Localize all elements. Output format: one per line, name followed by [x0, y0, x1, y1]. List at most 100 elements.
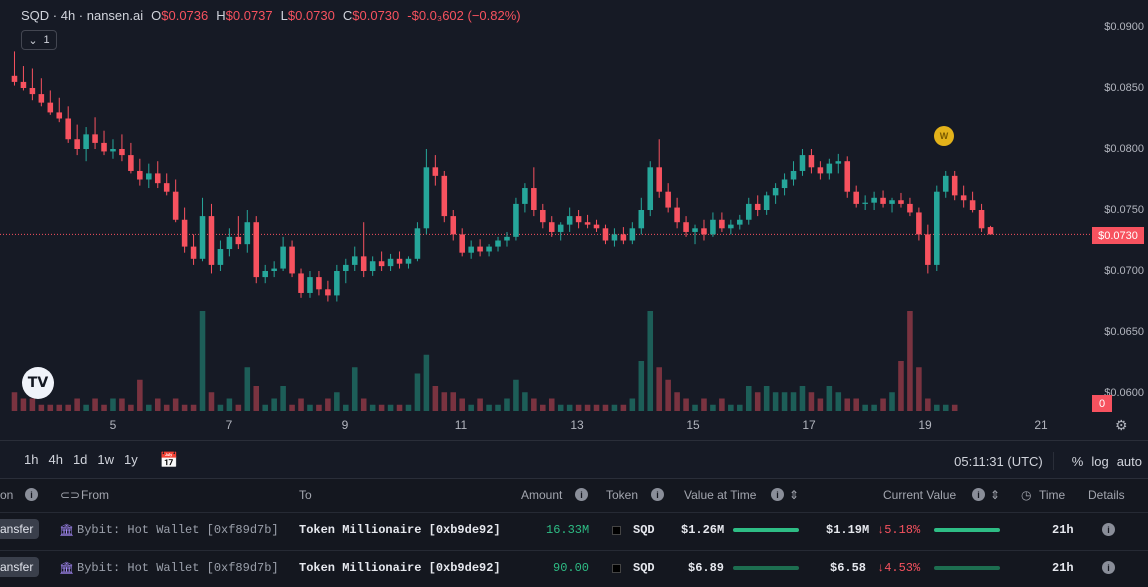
candle-body: [656, 167, 662, 192]
timeframe-4h[interactable]: 4h: [48, 452, 63, 467]
chart-area[interactable]: SQD · 4h · nansen.ai O $0.0736 H $0.0737 L…: [0, 0, 1148, 440]
clock-icon: ◷: [1021, 488, 1032, 502]
sort-icon[interactable]: ⇕: [990, 488, 1001, 502]
header-to[interactable]: To: [299, 488, 312, 502]
volume-bar: [289, 404, 295, 411]
volume-bar: [772, 392, 779, 411]
low-value: $0.0730: [287, 8, 335, 23]
token-icon: [612, 526, 621, 535]
timeframe-1y[interactable]: 1y: [124, 452, 138, 467]
candle-body: [387, 258, 394, 267]
volume-bar: [665, 379, 671, 411]
volume-bar: [441, 392, 448, 411]
volume-bar: [495, 404, 501, 411]
volume-bar: [871, 404, 877, 411]
candle-body: [56, 112, 63, 119]
indicator-count: 1: [43, 34, 50, 46]
volume-bar: [101, 404, 107, 411]
date-range-icon[interactable]: 📅: [159, 451, 179, 469]
candle-body: [423, 167, 430, 229]
toolbar-right: 05:11:31 (UTC) % log auto: [946, 452, 1142, 470]
volume-bar: [692, 404, 698, 411]
price-chart[interactable]: [0, 0, 1148, 440]
candle-body: [486, 246, 492, 252]
volume-bar: [951, 404, 958, 411]
close-key: C: [342, 8, 353, 23]
volume-bar: [217, 404, 224, 411]
volume-bar: [190, 404, 197, 411]
sort-icon[interactable]: ⇕: [789, 488, 800, 502]
timeframe-1d[interactable]: 1d: [72, 452, 88, 467]
volume-bar: [172, 398, 179, 411]
from-address[interactable]: Bybit: Hot Wallet [0xf89d7b]: [77, 561, 279, 575]
volume-bar: [11, 392, 18, 411]
candle-body: [208, 216, 215, 265]
header-token[interactable]: Token: [606, 488, 639, 502]
info-icon[interactable]: i: [651, 488, 664, 501]
log-toggle[interactable]: log: [1091, 453, 1109, 469]
candle-body: [504, 236, 510, 241]
volume-bar: [522, 392, 528, 411]
table-row[interactable]: ansfer 🏛 Bybit: Hot Wallet [0xf89d7b] To…: [0, 550, 1148, 585]
volume-bar: [611, 404, 618, 411]
timeframe-1w[interactable]: 1w: [97, 452, 115, 467]
volume-bar: [414, 373, 421, 411]
header-current-value[interactable]: Current Value: [883, 488, 957, 502]
timeframe-1h[interactable]: 1h: [24, 452, 39, 467]
volume-bar: [253, 386, 260, 411]
header-from[interactable]: From: [81, 488, 109, 502]
header-time[interactable]: Time: [1039, 488, 1066, 502]
value-bar: [733, 566, 799, 570]
price-tick: $0.0900: [1104, 21, 1144, 33]
candle-body: [737, 219, 743, 225]
header-value-at-time[interactable]: Value at Time: [684, 488, 757, 502]
auto-toggle[interactable]: auto: [1116, 453, 1142, 469]
info-icon[interactable]: i: [575, 488, 588, 501]
candle-body: [602, 228, 609, 241]
settings-icon[interactable]: ⚙: [1115, 417, 1128, 433]
info-icon[interactable]: i: [972, 488, 985, 501]
details-icon[interactable]: i: [1102, 523, 1115, 536]
date-tick: 19: [918, 418, 932, 432]
volume-bar: [620, 404, 627, 411]
candle-body: [253, 222, 260, 278]
candle-body: [531, 188, 537, 210]
table-row[interactable]: ansfer 🏛 Bybit: Hot Wallet [0xf89d7b] To…: [0, 512, 1148, 547]
to-address[interactable]: Token Millionaire [0xb9de92]: [299, 561, 501, 575]
volume-bar: [316, 404, 322, 411]
volume-bar: [754, 392, 761, 411]
volume-bar: [298, 398, 304, 411]
bank-icon: 🏛: [59, 561, 75, 575]
volume-bar: [799, 386, 806, 411]
volume-bar: [20, 398, 27, 411]
volume-bar: [334, 392, 340, 411]
price-tick: $0.0700: [1104, 265, 1144, 277]
candle-body: [262, 271, 268, 278]
percent-toggle[interactable]: %: [1071, 453, 1084, 469]
bank-icon: 🏛: [59, 523, 75, 537]
volume-bar: [728, 404, 734, 411]
candle-body: [101, 142, 107, 152]
volume-bar: [898, 361, 904, 411]
event-marker[interactable]: W: [934, 126, 954, 146]
price-tick: $0.0600: [1104, 387, 1144, 399]
info-icon[interactable]: i: [771, 488, 784, 501]
candle-body: [146, 173, 152, 180]
header-amount[interactable]: Amount: [521, 488, 563, 502]
candle-body: [271, 268, 277, 271]
high-key: H: [216, 8, 226, 23]
candle-body: [969, 200, 976, 210]
candle-body: [611, 234, 618, 241]
utc-clock[interactable]: 05:11:31 (UTC): [954, 453, 1043, 469]
candle-body: [942, 175, 949, 192]
info-icon[interactable]: i: [25, 488, 38, 501]
from-address[interactable]: Bybit: Hot Wallet [0xf89d7b]: [77, 523, 279, 537]
candle-body: [907, 203, 913, 213]
tradingview-logo[interactable]: TV: [22, 367, 54, 399]
price-tick: $0.0800: [1104, 143, 1144, 155]
transfers-table: on i ⊂⊃ From To Amount i Token i Value a…: [0, 478, 1148, 587]
details-icon[interactable]: i: [1102, 561, 1115, 574]
to-address[interactable]: Token Millionaire [0xb9de92]: [299, 523, 501, 537]
collapse-indicators-button[interactable]: ⌄ 1: [21, 30, 57, 50]
volume-bar: [459, 398, 465, 411]
